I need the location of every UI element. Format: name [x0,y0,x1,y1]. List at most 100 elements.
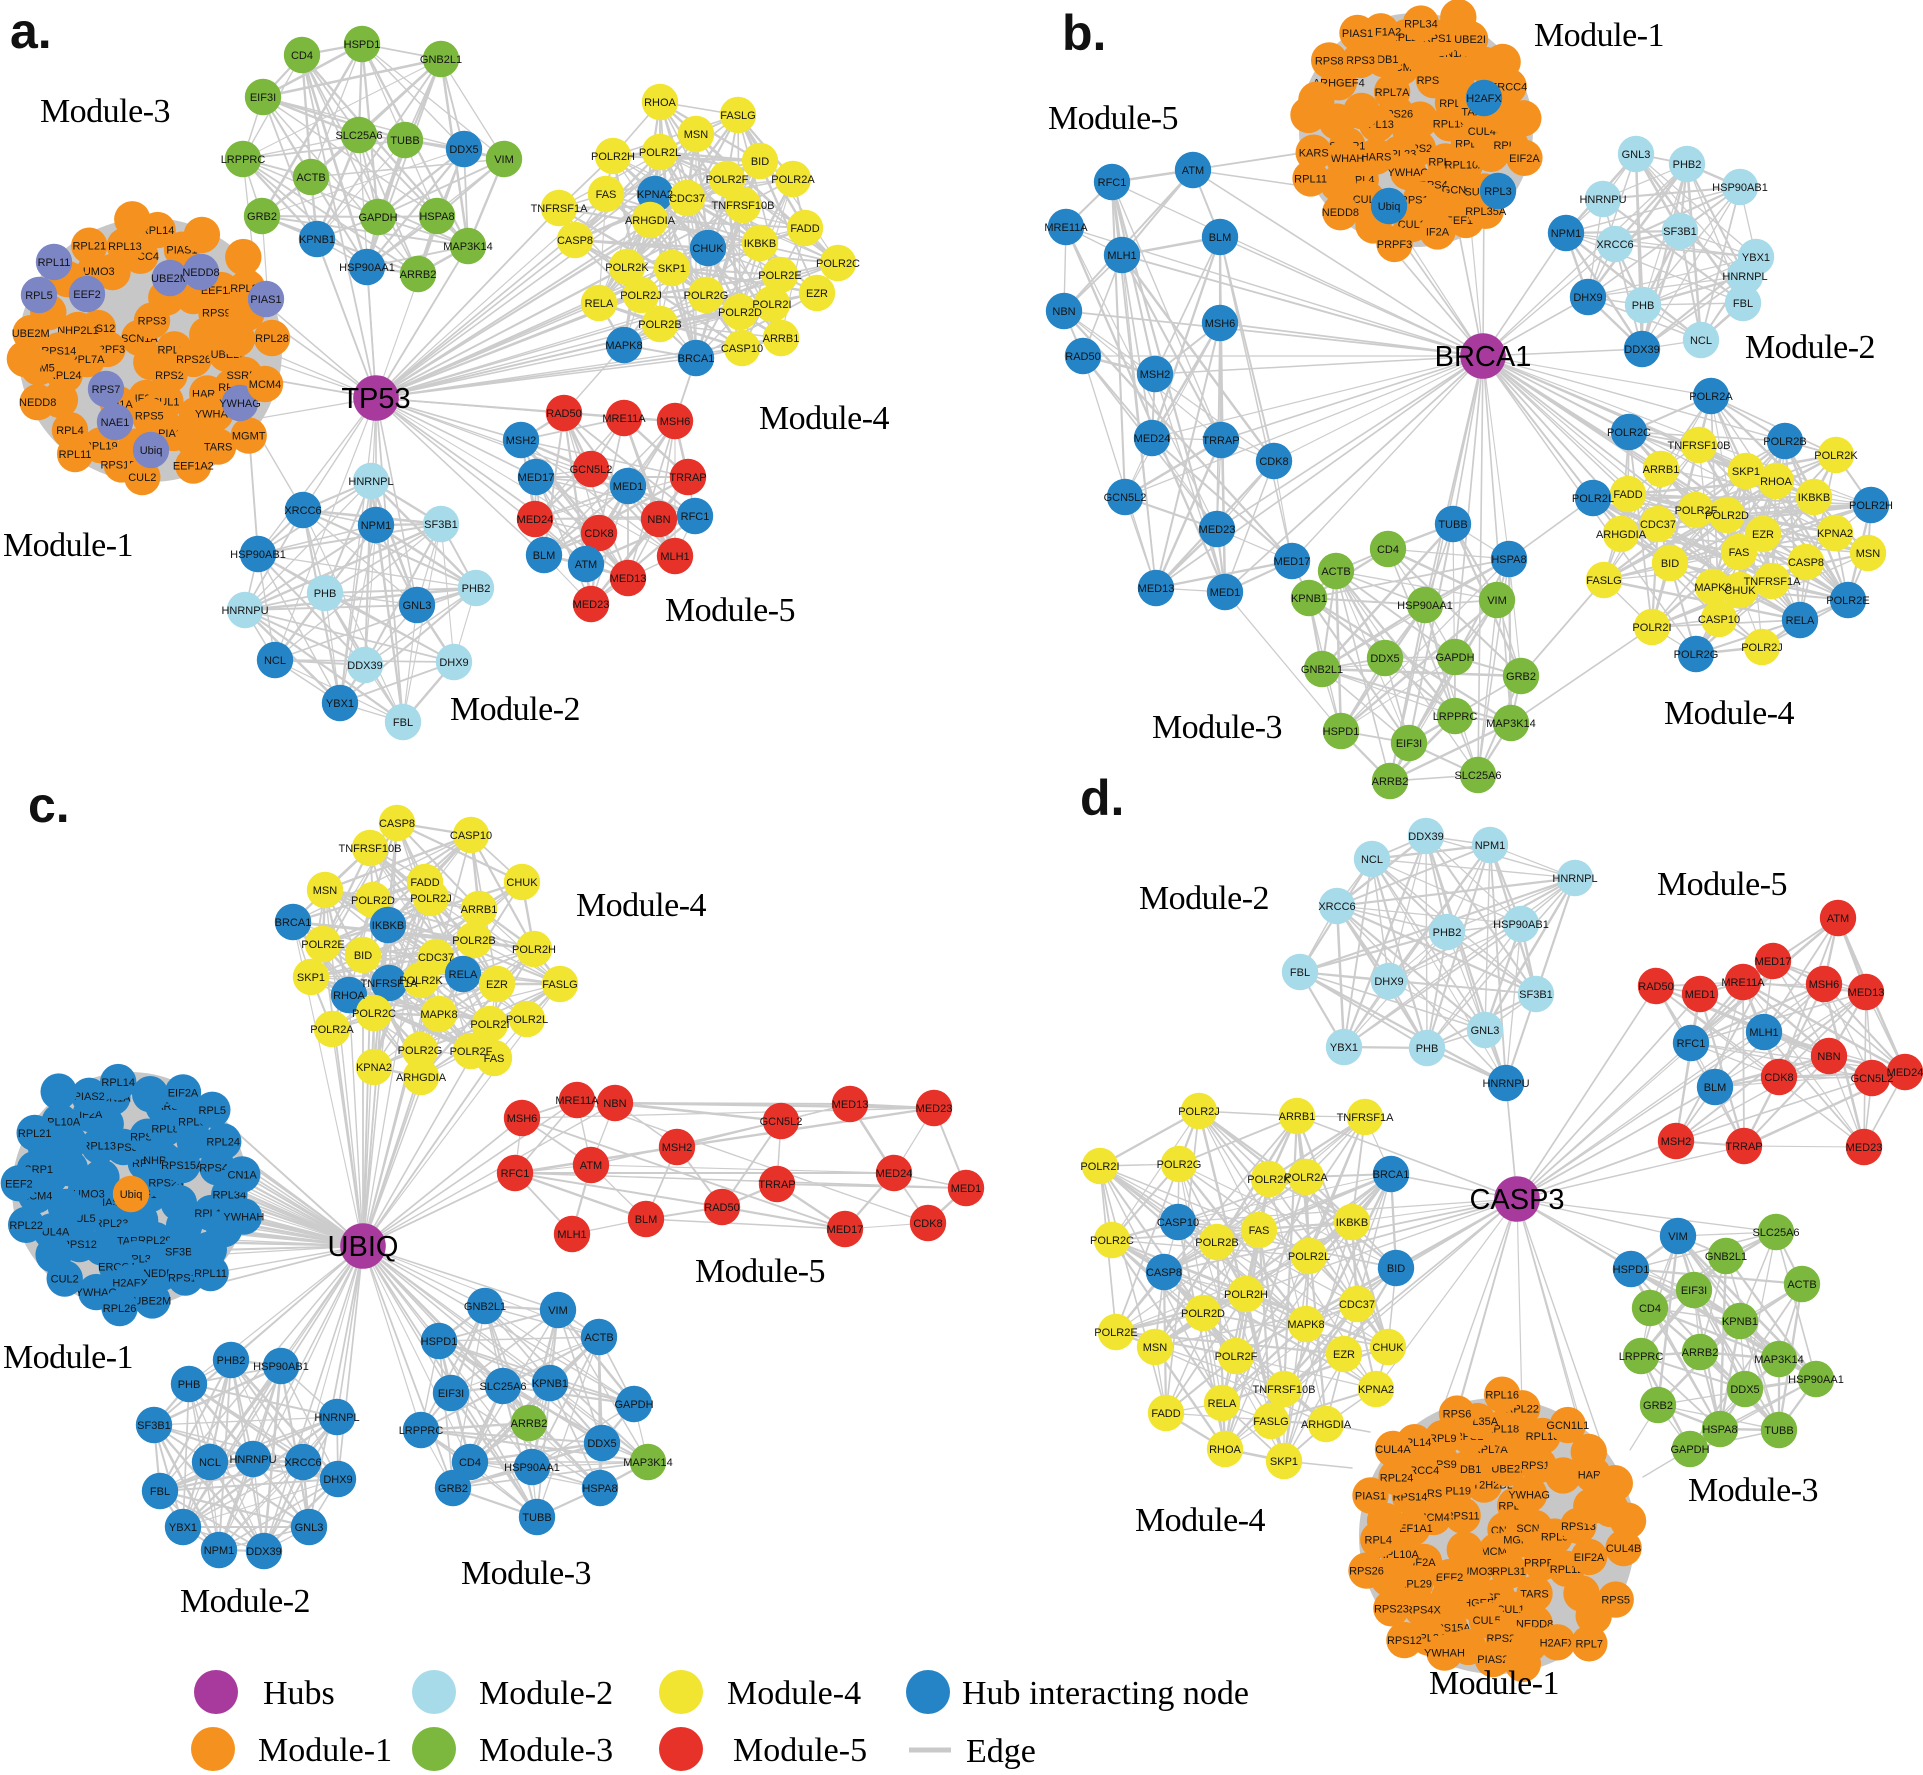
svg-text:IKBKB: IKBKB [744,238,776,250]
svg-text:RPS9: RPS9 [202,308,231,320]
svg-text:POLR2K: POLR2K [1814,450,1858,462]
svg-text:CASP8: CASP8 [1788,557,1824,569]
svg-text:MRE11A: MRE11A [602,413,646,425]
svg-text:LRPPRC: LRPPRC [1619,1351,1664,1363]
svg-text:SKP1: SKP1 [297,972,325,984]
svg-text:ACTB: ACTB [1321,566,1350,578]
svg-text:UBE2I: UBE2I [1454,34,1486,46]
svg-text:RAD50: RAD50 [704,1202,739,1214]
svg-text:UBE2M: UBE2M [12,328,50,340]
svg-text:ARRB1: ARRB1 [1279,1111,1316,1123]
svg-text:RPL5: RPL5 [199,1105,227,1117]
svg-text:NPM1: NPM1 [1551,228,1582,240]
svg-text:PHB2: PHB2 [1433,927,1462,939]
svg-text:CDC37: CDC37 [418,952,454,964]
svg-text:FADD: FADD [410,877,439,889]
svg-text:NPM1: NPM1 [204,1545,235,1557]
svg-text:POLR2E: POLR2E [1094,1327,1137,1339]
svg-text:YWHAH: YWHAH [1424,1648,1465,1660]
svg-text:CN1A: CN1A [228,1169,258,1181]
svg-text:GRB2: GRB2 [1506,671,1536,683]
svg-text:NBN: NBN [647,514,670,526]
svg-text:HSPA8: HSPA8 [1491,554,1526,566]
svg-text:MED23: MED23 [573,599,610,611]
svg-text:Module-5: Module-5 [695,1253,825,1290]
svg-text:YWHAH: YWHAH [1323,153,1364,165]
svg-text:GNL3: GNL3 [1622,149,1651,161]
svg-text:CDK8: CDK8 [1259,456,1288,468]
svg-text:SF3B3: SF3B3 [165,1247,199,1259]
svg-text:RPL34: RPL34 [1404,19,1438,31]
svg-text:YBX1: YBX1 [326,698,354,710]
svg-text:RPL3: RPL3 [1484,186,1512,198]
svg-text:BRCA1: BRCA1 [275,917,312,929]
svg-text:KPNB1: KPNB1 [532,1378,568,1390]
svg-text:NEDD8: NEDD8 [19,397,56,409]
svg-text:HSP90AB1: HSP90AB1 [253,1361,309,1373]
svg-text:POLR2H: POLR2H [1224,1289,1268,1301]
svg-text:Module-4: Module-4 [727,1675,861,1712]
svg-text:CHUK: CHUK [1372,1342,1404,1354]
svg-text:POLR2J: POLR2J [620,290,662,302]
svg-text:POLR2A: POLR2A [1284,1172,1328,1184]
svg-text:PHB2: PHB2 [217,1355,246,1367]
svg-text:TRRAP: TRRAP [1202,435,1239,447]
svg-text:POLR2B: POLR2B [638,319,681,331]
svg-text:GCN5L2: GCN5L2 [570,464,613,476]
svg-text:Module-4: Module-4 [759,400,890,437]
svg-text:MED23: MED23 [1199,524,1236,536]
svg-text:MLH1: MLH1 [557,1229,586,1241]
svg-text:SLC25A6: SLC25A6 [335,130,382,142]
svg-text:NHP2L1: NHP2L1 [57,325,99,337]
svg-text:RPL13: RPL13 [108,241,142,253]
svg-text:ARRB2: ARRB2 [400,269,437,281]
svg-text:MAPK8: MAPK8 [1287,1319,1324,1331]
svg-text:HNRNPU: HNRNPU [1482,1078,1529,1090]
svg-text:MSN: MSN [313,885,338,897]
svg-text:RPS26: RPS26 [176,354,211,366]
svg-text:HSP90AB1: HSP90AB1 [230,549,286,561]
svg-text:Module-2: Module-2 [450,691,580,728]
svg-text:PHB2: PHB2 [1673,159,1702,171]
svg-text:RPS7: RPS7 [92,384,121,396]
svg-text:CASP8: CASP8 [379,818,415,830]
svg-text:TRRAP: TRRAP [669,472,706,484]
svg-text:UBE2M: UBE2M [151,273,189,285]
svg-text:PIAS2: PIAS2 [74,1091,105,1103]
svg-text:FASLG: FASLG [720,110,755,122]
svg-text:DDX39: DDX39 [246,1546,281,1558]
svg-text:EEF2: EEF2 [73,289,101,301]
svg-text:ARHGDIA: ARHGDIA [396,1072,447,1084]
svg-text:RPL19: RPL19 [1437,1486,1471,1498]
svg-text:HSPD1: HSPD1 [421,1336,458,1348]
svg-text:Module-1: Module-1 [3,527,133,564]
svg-text:TNFRSF1A: TNFRSF1A [361,978,419,990]
svg-text:NCL: NCL [199,1457,221,1469]
svg-text:NCL: NCL [1361,854,1383,866]
svg-text:ACTB: ACTB [296,172,325,184]
svg-text:CDC37: CDC37 [669,193,705,205]
svg-text:Module-4: Module-4 [1135,1502,1266,1539]
svg-text:CASP3: CASP3 [1469,1184,1564,1216]
svg-text:Module-4: Module-4 [576,887,707,924]
svg-text:PHB: PHB [178,1379,201,1391]
svg-text:ACTB: ACTB [1787,1279,1816,1291]
svg-text:Module-1: Module-1 [3,1339,133,1376]
svg-text:RPL14: RPL14 [101,1077,135,1089]
svg-text:MAPK8: MAPK8 [420,1009,457,1021]
svg-text:CUL2: CUL2 [128,472,156,484]
svg-text:RPL16: RPL16 [1485,1390,1519,1402]
svg-text:POLR2L: POLR2L [639,147,681,159]
svg-text:FAS: FAS [1249,1225,1270,1237]
svg-text:CHUK: CHUK [506,877,538,889]
svg-text:MED23: MED23 [1846,1142,1883,1154]
svg-text:POLR2I: POLR2I [470,1019,509,1031]
svg-text:RPL9: RPL9 [1429,1433,1457,1445]
svg-text:HSP90AA1: HSP90AA1 [1397,600,1453,612]
svg-text:RAD50: RAD50 [1065,351,1100,363]
svg-text:DHX9: DHX9 [323,1474,352,1486]
svg-text:ATM: ATM [575,559,597,571]
svg-text:NBN: NBN [1817,1051,1840,1063]
svg-text:POLR2E: POLR2E [758,270,801,282]
svg-text:HSP90AA1: HSP90AA1 [1788,1374,1844,1386]
